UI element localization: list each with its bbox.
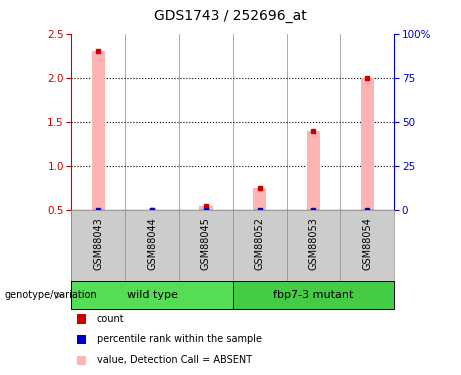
Text: GSM88043: GSM88043	[93, 217, 103, 270]
Text: wild type: wild type	[127, 290, 177, 300]
Bar	[258, 208, 261, 210]
Bar	[77, 314, 87, 324]
Bar	[71, 281, 233, 309]
Text: value, Detection Call = ABSENT: value, Detection Call = ABSENT	[97, 355, 252, 365]
Text: fbp7-3 mutant: fbp7-3 mutant	[273, 290, 354, 300]
Text: GSM88045: GSM88045	[201, 217, 211, 270]
Text: genotype/variation: genotype/variation	[5, 290, 97, 300]
Bar	[312, 208, 315, 210]
Text: GSM88054: GSM88054	[362, 217, 372, 270]
Bar	[92, 51, 105, 210]
Bar	[96, 208, 100, 210]
Text: GSM88044: GSM88044	[147, 217, 157, 270]
Bar	[204, 208, 208, 210]
Bar	[77, 356, 87, 365]
Bar	[150, 208, 154, 210]
Bar	[253, 188, 266, 210]
Text: percentile rank within the sample: percentile rank within the sample	[97, 334, 262, 344]
Bar	[199, 206, 213, 210]
Text: GSM88053: GSM88053	[308, 217, 319, 270]
Bar	[233, 281, 394, 309]
Bar	[361, 78, 374, 210]
Text: GSM88052: GSM88052	[254, 217, 265, 270]
Text: count: count	[97, 314, 124, 324]
Bar	[77, 335, 87, 344]
Bar	[366, 208, 369, 210]
Bar	[307, 131, 320, 210]
Text: GDS1743 / 252696_at: GDS1743 / 252696_at	[154, 9, 307, 23]
